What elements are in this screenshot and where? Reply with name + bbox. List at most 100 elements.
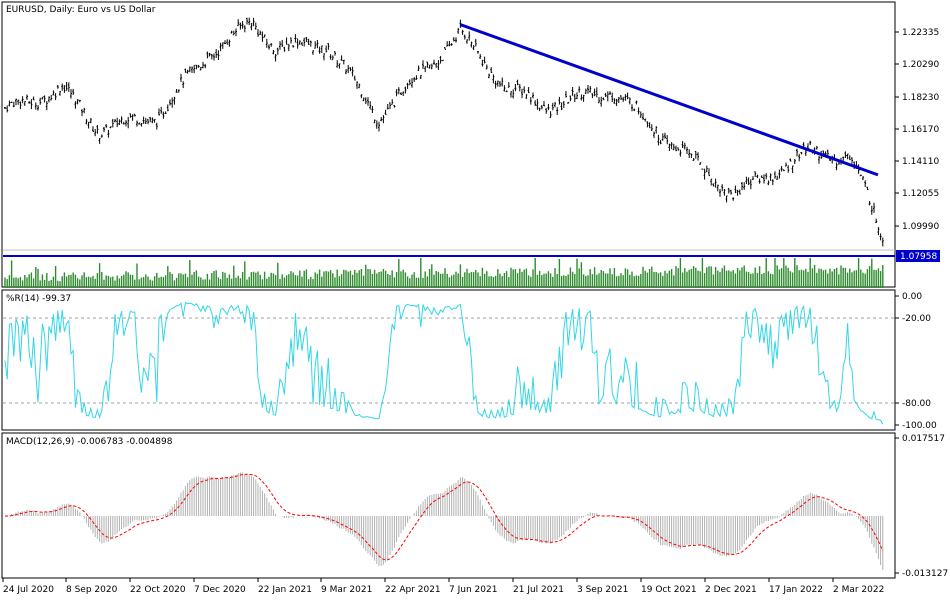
price-bar — [358, 83, 361, 89]
price-bar — [791, 165, 794, 173]
price-bar — [63, 85, 66, 93]
price-bar — [331, 55, 334, 61]
price-bar — [45, 101, 48, 111]
price-bar — [364, 97, 367, 105]
price-bar — [191, 66, 193, 73]
trendline[interactable] — [459, 23, 879, 177]
price-bar — [323, 53, 325, 61]
price-bar — [166, 104, 169, 112]
price-bar — [177, 89, 180, 93]
price-bar — [492, 74, 495, 84]
price-bar — [540, 105, 543, 110]
price-bar — [371, 106, 374, 113]
price-bar — [576, 92, 578, 100]
wpr-pane[interactable]: %R(14) -99.37 0.00 -20.00 -80.00 -100.00 — [1, 289, 937, 431]
wpr-level-label: -80.00 — [902, 399, 931, 409]
price-bar — [54, 93, 57, 101]
price-bar — [32, 96, 35, 101]
price-bar — [809, 140, 812, 146]
price-bar — [622, 96, 625, 102]
price-bar — [690, 153, 693, 158]
price-bar — [463, 34, 466, 40]
price-bar — [287, 43, 290, 52]
price-axis[interactable]: 1.22335 1.20290 1.18230 1.16170 1.14110 … — [895, 28, 940, 262]
price-bar — [879, 233, 882, 241]
price-bar — [796, 148, 798, 157]
price-bar — [111, 118, 114, 128]
price-bar — [558, 96, 561, 105]
price-bar — [743, 182, 746, 190]
price-bar — [171, 97, 174, 108]
price-bar — [815, 145, 818, 150]
price-bar — [778, 169, 781, 179]
price-bar — [633, 108, 636, 112]
price-bar — [408, 79, 411, 86]
price-bar — [290, 37, 292, 44]
price-bar — [362, 97, 365, 102]
price-bar — [327, 43, 330, 50]
price-bar — [760, 175, 763, 178]
price-bar — [417, 65, 420, 71]
price-bar — [646, 121, 649, 128]
price-bars — [4, 17, 884, 247]
time-tick: 2 Dec 2021 — [704, 578, 757, 595]
price-bar — [279, 41, 281, 50]
price-bar — [470, 41, 473, 48]
time-axis[interactable]: 24 Jul 2020 8 Sep 2020 22 Oct 2020 7 Dec… — [2, 578, 884, 595]
time-label: 22 Apr 2021 — [385, 585, 441, 595]
price-bar — [521, 88, 523, 99]
price-bar — [50, 94, 53, 101]
macd-pane[interactable]: MACD(12,26,9) -0.006783 -0.004898 0.0175… — [1, 432, 948, 579]
price-bar — [378, 121, 380, 132]
price-bar — [644, 118, 647, 122]
price-bar — [569, 95, 572, 102]
price-bar — [26, 94, 28, 100]
price-bar — [28, 101, 31, 104]
price-bar — [164, 111, 167, 114]
price-bar — [250, 22, 253, 31]
price-bar — [523, 86, 526, 94]
price-bar — [615, 98, 618, 106]
price-bar — [30, 99, 33, 110]
price-bar — [738, 189, 741, 195]
price-bar — [628, 97, 631, 105]
price-bar — [624, 94, 627, 101]
price-bar — [94, 129, 97, 137]
price-bar — [584, 88, 587, 94]
price-bar — [635, 100, 638, 105]
price-bar — [329, 54, 332, 60]
price-bar — [219, 42, 222, 52]
time-label: 2 Dec 2021 — [705, 585, 757, 595]
price-bar — [375, 120, 378, 129]
price-bar — [466, 39, 468, 44]
price-bar — [48, 96, 50, 103]
price-bar — [129, 113, 132, 118]
price-bar — [703, 168, 706, 180]
price-bar — [593, 88, 596, 97]
price-bar — [373, 119, 376, 124]
price-bar — [382, 115, 385, 124]
price-bar — [226, 39, 229, 45]
price-bar — [488, 73, 490, 79]
price-label: 1.18230 — [902, 93, 939, 103]
price-bar — [303, 37, 306, 47]
price-bar — [160, 106, 163, 114]
price-bar — [567, 101, 570, 104]
price-bar — [730, 189, 732, 195]
price-bar — [560, 102, 563, 111]
price-bar — [666, 135, 669, 145]
macd-header: MACD(12,26,9) -0.006783 -0.004898 — [6, 437, 173, 447]
price-bar — [835, 162, 838, 171]
price-bar — [626, 92, 629, 100]
price-bar — [107, 129, 110, 138]
price-bar — [529, 97, 532, 105]
price-bar — [721, 184, 724, 192]
price-bar — [72, 88, 75, 95]
price-bar — [732, 197, 735, 201]
price-bar — [15, 98, 17, 106]
price-bar — [503, 85, 506, 92]
current-price-tag — [896, 250, 940, 262]
price-pane[interactable]: EURUSD, Daily: Euro vs US Dollar — [1, 1, 896, 288]
price-bar — [705, 165, 708, 173]
